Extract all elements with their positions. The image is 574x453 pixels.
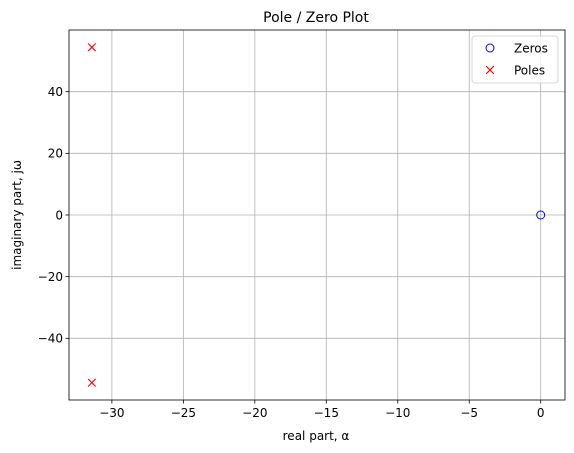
y-tick-label: 0 bbox=[55, 208, 63, 222]
x-tick-label: −5 bbox=[460, 406, 478, 420]
y-tick-label: 40 bbox=[48, 85, 63, 99]
chart-title: Pole / Zero Plot bbox=[263, 10, 369, 26]
x-tick-label: −25 bbox=[171, 406, 196, 420]
x-tick-label: 0 bbox=[537, 406, 545, 420]
x-tick-label: −30 bbox=[99, 406, 124, 420]
legend: Zeros Poles bbox=[472, 36, 558, 83]
x-tick-label: −20 bbox=[242, 406, 267, 420]
y-tick-label: −20 bbox=[38, 270, 63, 284]
y-tick-label: −40 bbox=[38, 332, 63, 346]
x-tick-label: −10 bbox=[385, 406, 410, 420]
legend-label: Poles bbox=[514, 63, 545, 77]
x-tick-label: −15 bbox=[314, 406, 339, 420]
y-axis-label: imaginary part, jω bbox=[10, 160, 24, 270]
y-tick-label: 20 bbox=[48, 147, 63, 161]
x-axis-label: real part, α bbox=[283, 429, 350, 443]
legend-label: Zeros bbox=[514, 41, 548, 55]
